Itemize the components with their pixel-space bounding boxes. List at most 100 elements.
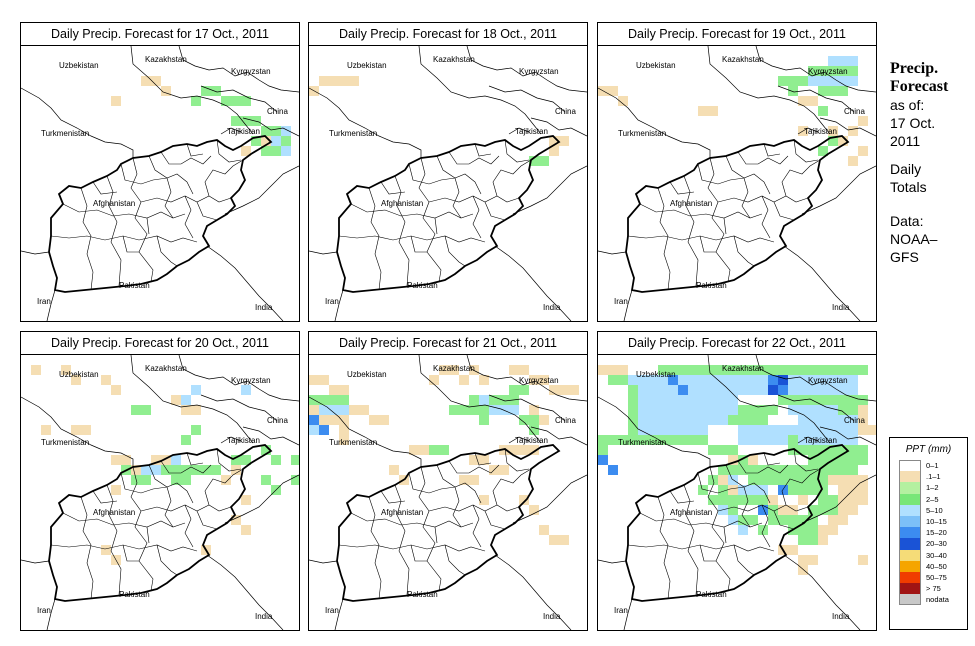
legend-title: PPT (mm) — [905, 444, 952, 455]
precip-cell — [181, 475, 191, 485]
precip-cell — [748, 495, 758, 505]
precip-cell — [758, 375, 768, 385]
province-border — [184, 504, 194, 548]
country-label-india: India — [832, 612, 850, 621]
legend-label: .1–1 — [926, 472, 941, 482]
precip-cell — [688, 395, 698, 405]
precip-cell — [708, 106, 718, 116]
province-border — [394, 175, 410, 287]
precip-cell — [339, 405, 349, 415]
precip-cell — [808, 96, 818, 106]
province-border — [164, 486, 174, 528]
precip-cell — [818, 495, 828, 505]
precip-cell — [608, 86, 618, 96]
precip-cell — [828, 365, 838, 375]
precip-cell — [459, 475, 469, 485]
precip-cell — [549, 385, 559, 395]
totals-line2: Totals — [890, 179, 927, 195]
precip-cell — [618, 435, 628, 445]
country-border — [508, 436, 530, 444]
precip-cell — [768, 505, 778, 515]
precip-cell — [271, 146, 281, 156]
legend-label: 0–1 — [926, 461, 939, 470]
province-border — [657, 187, 671, 291]
precip-cell — [828, 66, 838, 76]
afghanistan-border — [48, 444, 273, 602]
province-border — [639, 203, 763, 219]
precip-cell — [708, 415, 718, 425]
country-border — [46, 289, 56, 321]
province-border — [368, 187, 382, 291]
precip-cell — [818, 365, 828, 375]
precip-cell — [181, 435, 191, 445]
country-label-uzbekistan: Uzbekistan — [636, 61, 676, 70]
precip-cell — [818, 525, 828, 535]
precip-cell — [838, 455, 848, 465]
precip-cell — [818, 415, 828, 425]
precip-cell — [838, 66, 848, 76]
precip-cell — [698, 365, 708, 375]
data-label: Data: — [890, 213, 924, 229]
legend-swatch — [899, 560, 921, 572]
precip-cell — [808, 505, 818, 515]
country-label-kazakhstan: Kazakhstan — [145, 55, 187, 64]
precip-cell — [788, 485, 798, 495]
precip-cell — [788, 505, 798, 515]
precip-cell — [768, 425, 778, 435]
country-label-china: China — [555, 416, 576, 425]
precip-cell — [798, 515, 808, 525]
province-border — [669, 181, 695, 195]
country-border — [494, 554, 572, 630]
precip-cell — [848, 126, 858, 136]
precip-cell — [808, 535, 818, 545]
precip-cell — [718, 415, 728, 425]
precip-layer — [598, 56, 868, 166]
precip-cell — [668, 385, 678, 395]
precip-cell — [788, 425, 798, 435]
province-border — [50, 544, 198, 552]
map-view: Kazakhstan Uzbekistan Kyrgyzstan China Turkm… — [598, 46, 876, 321]
precip-cell — [848, 66, 858, 76]
precip-cell — [41, 425, 51, 435]
province-border — [444, 544, 466, 576]
precip-cell — [728, 385, 738, 395]
province-border — [92, 181, 118, 195]
precip-cell — [698, 485, 708, 495]
country-label-afghanistan: Afghanistan — [670, 508, 712, 517]
province-border — [793, 448, 819, 472]
precip-cell — [818, 66, 828, 76]
precip-cell — [141, 76, 151, 86]
province-border — [62, 512, 186, 528]
legend-swatch — [899, 515, 921, 528]
precip-cell — [648, 385, 658, 395]
precip-cell — [828, 465, 838, 475]
precip-cell — [469, 365, 479, 375]
afghanistan-border — [625, 444, 850, 602]
precip-cell — [191, 385, 201, 395]
precip-cell — [798, 555, 808, 565]
precip-cell — [858, 425, 868, 435]
precip-cell — [798, 465, 808, 475]
precip-cell — [479, 455, 489, 465]
precip-cell — [768, 405, 778, 415]
province-border — [184, 195, 194, 239]
precip-cell — [241, 96, 251, 106]
precip-cell — [738, 375, 748, 385]
province-border — [773, 201, 795, 221]
country-border — [508, 127, 530, 135]
precip-cell — [529, 425, 539, 435]
precip-cell — [261, 136, 271, 146]
precip-cell — [828, 415, 838, 425]
precip-cell — [261, 475, 271, 485]
province-border — [380, 181, 406, 195]
precip-cell — [339, 415, 349, 425]
country-label-iran: Iran — [614, 297, 628, 306]
country-label-pakistan: Pakistan — [119, 590, 150, 599]
precip-cell — [479, 375, 489, 385]
precip-cell — [678, 435, 688, 445]
precip-cell — [409, 445, 419, 455]
precip-cell — [221, 475, 231, 485]
country-label-afghanistan: Afghanistan — [381, 508, 423, 517]
precip-cell — [678, 395, 688, 405]
province-border — [204, 468, 244, 506]
